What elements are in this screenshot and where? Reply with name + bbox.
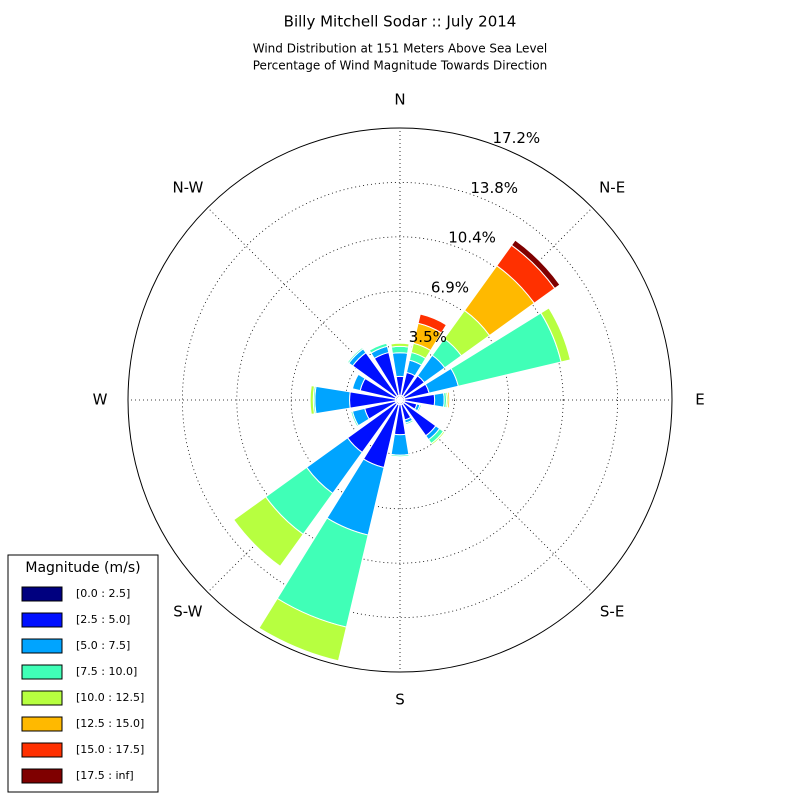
legend-swatch [21,612,63,628]
wind-segment [351,373,366,392]
wind-segment [418,404,423,413]
legend-label: [7.5 : 10.0] [76,665,137,678]
r-tick-label: 3.5% [409,328,447,346]
wind-segment [350,410,360,428]
chart-title: Billy Mitchell Sodar :: July 2014 [284,13,517,31]
r-tick-label: 10.4% [448,229,496,247]
legend-title: Magnitude (m/s) [25,560,140,576]
theta-label: N [394,91,405,109]
chart-subtitle: Percentage of Wind Magnitude Towards Dir… [253,59,547,73]
wind-segment [391,352,409,378]
wind-segment [417,313,448,334]
grid-ring [181,181,619,619]
wind-segment [433,392,445,408]
grid-ring [345,345,455,455]
theta-label: S-E [600,603,624,621]
wind-segment [540,307,571,363]
theta-label: N-E [599,178,625,196]
grid-spoke [399,399,593,593]
wind-segment [390,453,410,458]
wind-segment [232,496,304,568]
wind-segment [510,239,561,290]
wind-segment [430,430,446,446]
theta-label: W [93,391,108,409]
legend-label: [2.5 : 5.0] [76,613,130,626]
wind-segment [309,385,315,415]
theta-label: E [695,391,704,409]
wind-segment [446,391,451,409]
grid-ring [236,236,564,564]
legend-label: [17.5 : inf] [76,769,134,782]
wind-segment [390,342,410,348]
legend-label: [5.0 : 7.5] [76,639,130,652]
r-tick-label: 17.2% [492,129,540,147]
grid-spoke [207,207,401,401]
wind-segment [404,419,414,426]
theta-label: S [395,691,405,709]
wind-segment [258,597,348,662]
r-tick-label: 13.8% [470,179,518,197]
wind-segment [390,345,410,354]
legend-label: [10.0 : 12.5] [76,691,144,704]
legend-swatch [21,586,63,602]
outer-circle [127,127,673,673]
theta-label: N-W [172,178,203,196]
legend-swatch [21,664,63,680]
wind-segment [390,433,410,456]
chart-subtitle: Wind Distribution at 151 Meters Above Se… [253,42,548,56]
r-tick-label: 6.9% [431,278,469,296]
legend-swatch [21,716,63,732]
legend-label: [15.0 : 17.5] [76,743,144,756]
legend-swatch [21,768,63,784]
theta-label: S-W [173,603,202,621]
legend-swatch [21,638,63,654]
legend-swatch [21,742,63,758]
legend-label: [12.5 : 15.0] [76,717,144,730]
wind-segment [314,385,351,415]
wind-segment [346,346,364,364]
wind-segment [368,342,388,354]
legend-label: [0.0 : 2.5] [76,587,130,600]
legend-swatch [21,690,63,706]
